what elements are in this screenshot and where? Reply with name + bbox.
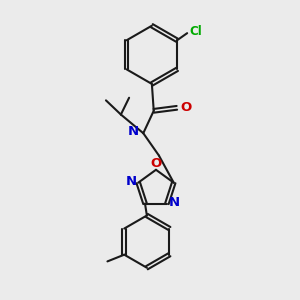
Text: O: O — [181, 101, 192, 114]
Text: N: N — [126, 175, 137, 188]
Text: O: O — [150, 157, 162, 170]
Text: N: N — [169, 196, 180, 209]
Text: N: N — [127, 125, 138, 138]
Text: Cl: Cl — [190, 25, 203, 38]
